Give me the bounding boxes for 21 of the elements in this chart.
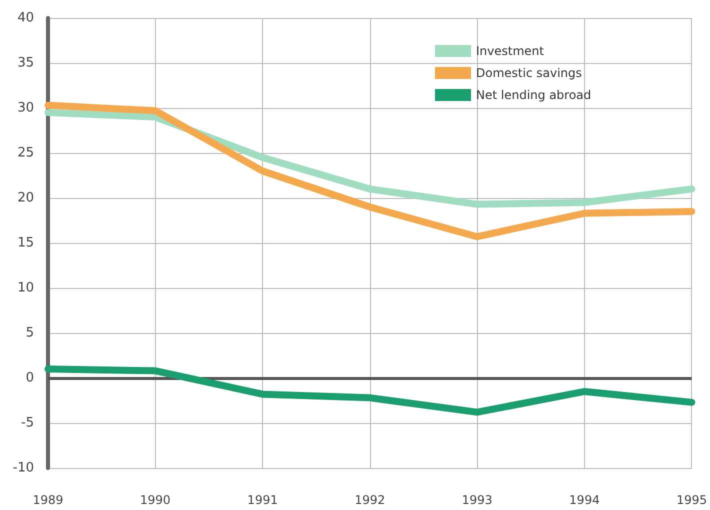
legend-label: Domestic savings <box>476 66 582 80</box>
y-tick-label: 30 <box>17 100 34 116</box>
y-tick-label: 20 <box>17 190 34 206</box>
y-tick-label: 10 <box>17 280 34 296</box>
x-tick-label: 1990 <box>140 493 171 507</box>
legend-label: Investment <box>476 44 544 58</box>
y-tick-label: 0 <box>26 370 34 386</box>
x-tick-label: 1989 <box>32 493 64 507</box>
y-tick-label: 25 <box>17 146 34 160</box>
y-tick-label: -5 <box>21 416 34 430</box>
y-tick-label: 40 <box>17 10 34 26</box>
y-tick-label: -10 <box>12 460 34 476</box>
y-tick-label: 5 <box>26 326 34 340</box>
x-tick-label: 1993 <box>462 493 492 507</box>
x-tick-label: 1995 <box>676 493 708 507</box>
y-tick-label: 15 <box>17 236 34 250</box>
x-tick-label: 1992 <box>354 493 386 507</box>
x-tick-label: 1991 <box>247 493 278 507</box>
y-tick-label: 35 <box>17 56 34 70</box>
x-tick-label: 1994 <box>569 493 600 507</box>
legend-label: Net lending abroad <box>476 88 592 102</box>
